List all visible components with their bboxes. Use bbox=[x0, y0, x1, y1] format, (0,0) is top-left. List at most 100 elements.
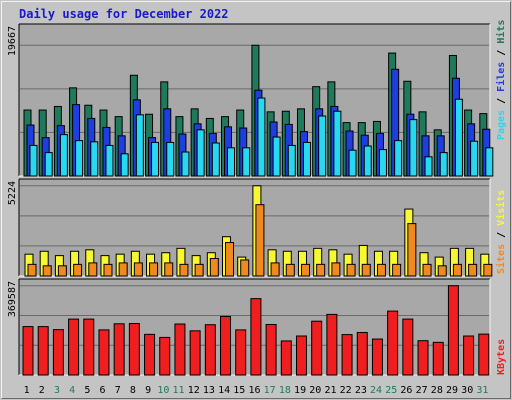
visits-legend-separator: / bbox=[496, 226, 507, 244]
day-label: 31 bbox=[476, 385, 488, 396]
visits-legend-sites: Sites bbox=[495, 244, 507, 274]
sites-bar bbox=[73, 263, 83, 277]
pages-bar bbox=[211, 142, 220, 177]
kbytes-bar bbox=[235, 329, 247, 376]
pages-bar bbox=[75, 140, 84, 177]
kbytes-bar bbox=[402, 318, 414, 376]
kbytes-bar bbox=[280, 340, 292, 376]
kbytes-bar bbox=[417, 340, 429, 376]
visits-ymax-label: 5224 bbox=[7, 181, 18, 205]
day-label: 12 bbox=[188, 385, 200, 396]
sites-bar bbox=[361, 263, 371, 277]
hits-legend-hits: Hits bbox=[495, 20, 507, 44]
kbytes-legend-kbytes: KBytes bbox=[496, 339, 507, 375]
kbytes-bar bbox=[356, 331, 368, 376]
hits-legend: Pages / Files / Hits bbox=[495, 20, 507, 140]
kbytes-bar bbox=[204, 324, 216, 376]
kbytes-bar bbox=[220, 315, 232, 376]
kbytes-bar bbox=[128, 323, 140, 376]
kbytes-bar bbox=[295, 335, 307, 376]
day-label: 2 bbox=[39, 385, 45, 396]
kbytes-bar bbox=[189, 330, 201, 376]
visits-panel bbox=[18, 178, 493, 277]
day-label: 13 bbox=[203, 385, 215, 396]
day-label: 22 bbox=[340, 385, 352, 396]
sites-bar bbox=[179, 263, 189, 277]
day-label: 10 bbox=[157, 385, 169, 396]
kbytes-bar bbox=[98, 329, 110, 376]
sites-bar bbox=[209, 258, 219, 277]
day-label: 21 bbox=[324, 385, 336, 396]
hits-ymax-label: 19667 bbox=[7, 26, 18, 56]
sites-bar bbox=[346, 263, 356, 277]
sites-bar bbox=[392, 263, 402, 277]
pages-bar bbox=[363, 145, 372, 177]
sites-bar bbox=[285, 263, 295, 277]
sites-bar bbox=[255, 204, 265, 277]
day-label: 15 bbox=[233, 385, 245, 396]
pages-bar bbox=[242, 147, 251, 177]
kbytes-bar bbox=[326, 313, 338, 376]
kbytes-bar bbox=[478, 333, 490, 376]
pages-bar bbox=[470, 140, 479, 177]
pages-bar bbox=[181, 151, 190, 177]
kbytes-bar bbox=[250, 298, 262, 376]
day-label: 6 bbox=[100, 385, 106, 396]
day-label: 19 bbox=[294, 385, 306, 396]
day-label: 14 bbox=[218, 385, 230, 396]
sites-bar bbox=[149, 262, 159, 277]
kbytes-legend: KBytes bbox=[496, 339, 507, 375]
pages-bar bbox=[227, 147, 236, 177]
pages-bar bbox=[105, 144, 114, 177]
sites-bar bbox=[407, 223, 417, 277]
kbytes-bar bbox=[22, 326, 34, 376]
day-label: 1 bbox=[24, 385, 30, 396]
kbytes-bar bbox=[52, 329, 64, 376]
kbytes-bar bbox=[447, 285, 459, 376]
sites-bar bbox=[331, 262, 341, 277]
pages-bar bbox=[454, 98, 463, 177]
pages-bar bbox=[439, 152, 448, 177]
kbytes-bar bbox=[341, 334, 353, 376]
sites-bar bbox=[483, 263, 493, 277]
kbytes-bar bbox=[83, 318, 95, 376]
day-label: 8 bbox=[130, 385, 136, 396]
visits-legend-visits: Visits bbox=[495, 190, 507, 226]
pages-bar bbox=[272, 136, 281, 177]
pages-bar bbox=[29, 144, 38, 177]
day-label: 24 bbox=[370, 385, 382, 396]
sites-bar bbox=[164, 262, 174, 277]
kbytes-bar bbox=[113, 323, 125, 376]
pages-bar bbox=[378, 149, 387, 177]
day-label: 7 bbox=[115, 385, 121, 396]
sites-bar bbox=[133, 262, 143, 277]
day-label: 29 bbox=[446, 385, 458, 396]
kbytes-panel bbox=[18, 278, 491, 376]
sites-bar bbox=[194, 263, 204, 277]
kbytes-bar bbox=[463, 335, 475, 376]
kbytes-bar bbox=[144, 333, 156, 376]
pages-bar bbox=[485, 147, 494, 177]
hits-legend-separator: / bbox=[496, 44, 507, 62]
day-label: 3 bbox=[54, 385, 60, 396]
sites-bar bbox=[42, 265, 52, 277]
sites-bar bbox=[452, 263, 462, 277]
pages-bar bbox=[135, 114, 144, 177]
kbytes-bar bbox=[387, 310, 399, 376]
pages-bar bbox=[196, 129, 205, 177]
day-label: 27 bbox=[416, 385, 428, 396]
sites-bar bbox=[240, 259, 250, 277]
kbytes-bar bbox=[311, 320, 323, 376]
pages-bar bbox=[166, 141, 175, 177]
kbytes-bar bbox=[68, 318, 80, 376]
pages-bar bbox=[44, 152, 53, 177]
sites-bar bbox=[57, 265, 67, 277]
sites-bar bbox=[422, 263, 432, 277]
sites-bar bbox=[27, 263, 37, 277]
visits-legend: Sites / Visits bbox=[495, 190, 507, 274]
day-label: 20 bbox=[309, 385, 321, 396]
day-label: 4 bbox=[69, 385, 75, 396]
